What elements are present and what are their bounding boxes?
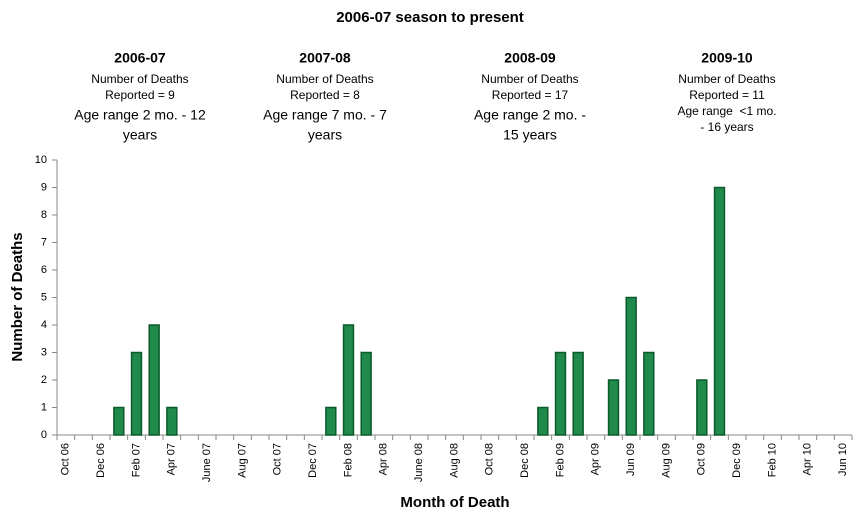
bar bbox=[696, 379, 708, 436]
season-title: 2007-08 bbox=[299, 50, 351, 66]
y-tick-label: 3 bbox=[41, 346, 47, 358]
y-tick-label: 9 bbox=[41, 181, 47, 193]
x-tick-label: Dec 06 bbox=[95, 443, 107, 478]
bar bbox=[643, 351, 655, 436]
y-tick-label: 6 bbox=[41, 264, 47, 276]
bar bbox=[607, 379, 620, 436]
bar bbox=[148, 324, 160, 436]
season-note: Age range 2 mo. - bbox=[474, 107, 586, 123]
x-tick-label: Aug 07 bbox=[236, 443, 248, 478]
x-tick-label: Feb 09 bbox=[554, 443, 566, 477]
x-axis-title: Month of Death bbox=[400, 494, 509, 511]
x-tick-label: Jun 09 bbox=[625, 443, 637, 476]
x-tick-label: Dec 08 bbox=[519, 443, 531, 478]
season-note: Reported = 11 bbox=[689, 88, 765, 102]
x-tick-label: June 08 bbox=[413, 443, 425, 482]
x-tick-label: Oct 08 bbox=[484, 443, 496, 475]
bar bbox=[554, 351, 567, 436]
x-tick-label: June 07 bbox=[201, 443, 213, 482]
x-tick-label: Jun 10 bbox=[837, 443, 849, 476]
y-tick-label: 1 bbox=[41, 401, 47, 413]
season-note: Reported = 9 bbox=[105, 88, 175, 102]
season-note: years bbox=[308, 127, 342, 143]
x-tick-label: Aug 08 bbox=[448, 443, 460, 478]
x-tick-label: Oct 07 bbox=[272, 443, 284, 475]
season-note: Number of Deaths bbox=[481, 72, 578, 86]
bar bbox=[113, 406, 125, 436]
x-tick-label: Apr 10 bbox=[802, 443, 814, 475]
x-tick-label: Feb 08 bbox=[342, 443, 354, 477]
bar bbox=[166, 406, 178, 436]
x-tick-label: Oct 06 bbox=[60, 443, 72, 475]
y-axis-title: Number of Deaths bbox=[9, 232, 26, 361]
season-note: Reported = 17 bbox=[492, 88, 569, 102]
season-note: Number of Deaths bbox=[678, 72, 775, 86]
y-tick-label: 0 bbox=[41, 429, 47, 441]
bar bbox=[360, 351, 372, 436]
x-tick-label: Dec 07 bbox=[307, 443, 319, 478]
y-tick-label: 7 bbox=[41, 236, 47, 248]
season-note: years bbox=[123, 127, 157, 143]
season-note: Age range 7 mo. - 7 bbox=[263, 107, 387, 123]
bar bbox=[342, 324, 355, 436]
bar bbox=[325, 406, 337, 436]
season-note: Age range 2 mo. - 12 bbox=[74, 107, 206, 123]
chart-title: 2006-07 season to present bbox=[336, 9, 524, 26]
y-tick-label: 8 bbox=[41, 209, 47, 221]
x-tick-label: Aug 09 bbox=[660, 443, 672, 478]
x-tick-label: Apr 07 bbox=[166, 443, 178, 475]
x-tick-label: Feb 10 bbox=[766, 443, 778, 477]
season-note: Number of Deaths bbox=[276, 72, 373, 86]
season-note: - 16 years bbox=[700, 120, 753, 134]
season-title: 2008-09 bbox=[504, 50, 556, 66]
season-title: 2009-10 bbox=[701, 50, 753, 66]
x-tick-label: Dec 09 bbox=[731, 443, 743, 478]
bar bbox=[537, 406, 549, 436]
bar bbox=[625, 296, 637, 436]
bar bbox=[130, 351, 143, 436]
x-tick-label: Oct 09 bbox=[696, 443, 708, 475]
season-title: 2006-07 bbox=[114, 50, 166, 66]
x-tick-label: Apr 09 bbox=[590, 443, 602, 475]
season-note: 15 years bbox=[503, 127, 557, 143]
y-tick-label: 10 bbox=[35, 154, 47, 166]
bar bbox=[572, 351, 584, 436]
y-tick-label: 2 bbox=[41, 374, 47, 386]
season-note: Age range <1 mo. bbox=[677, 104, 776, 118]
y-tick-label: 4 bbox=[41, 319, 47, 331]
season-note: Reported = 8 bbox=[290, 88, 360, 102]
bar bbox=[713, 186, 726, 436]
y-tick-label: 5 bbox=[41, 291, 47, 303]
x-tick-label: Apr 08 bbox=[378, 443, 390, 475]
season-note: Number of Deaths bbox=[91, 72, 188, 86]
x-tick-label: Feb 07 bbox=[130, 443, 142, 477]
